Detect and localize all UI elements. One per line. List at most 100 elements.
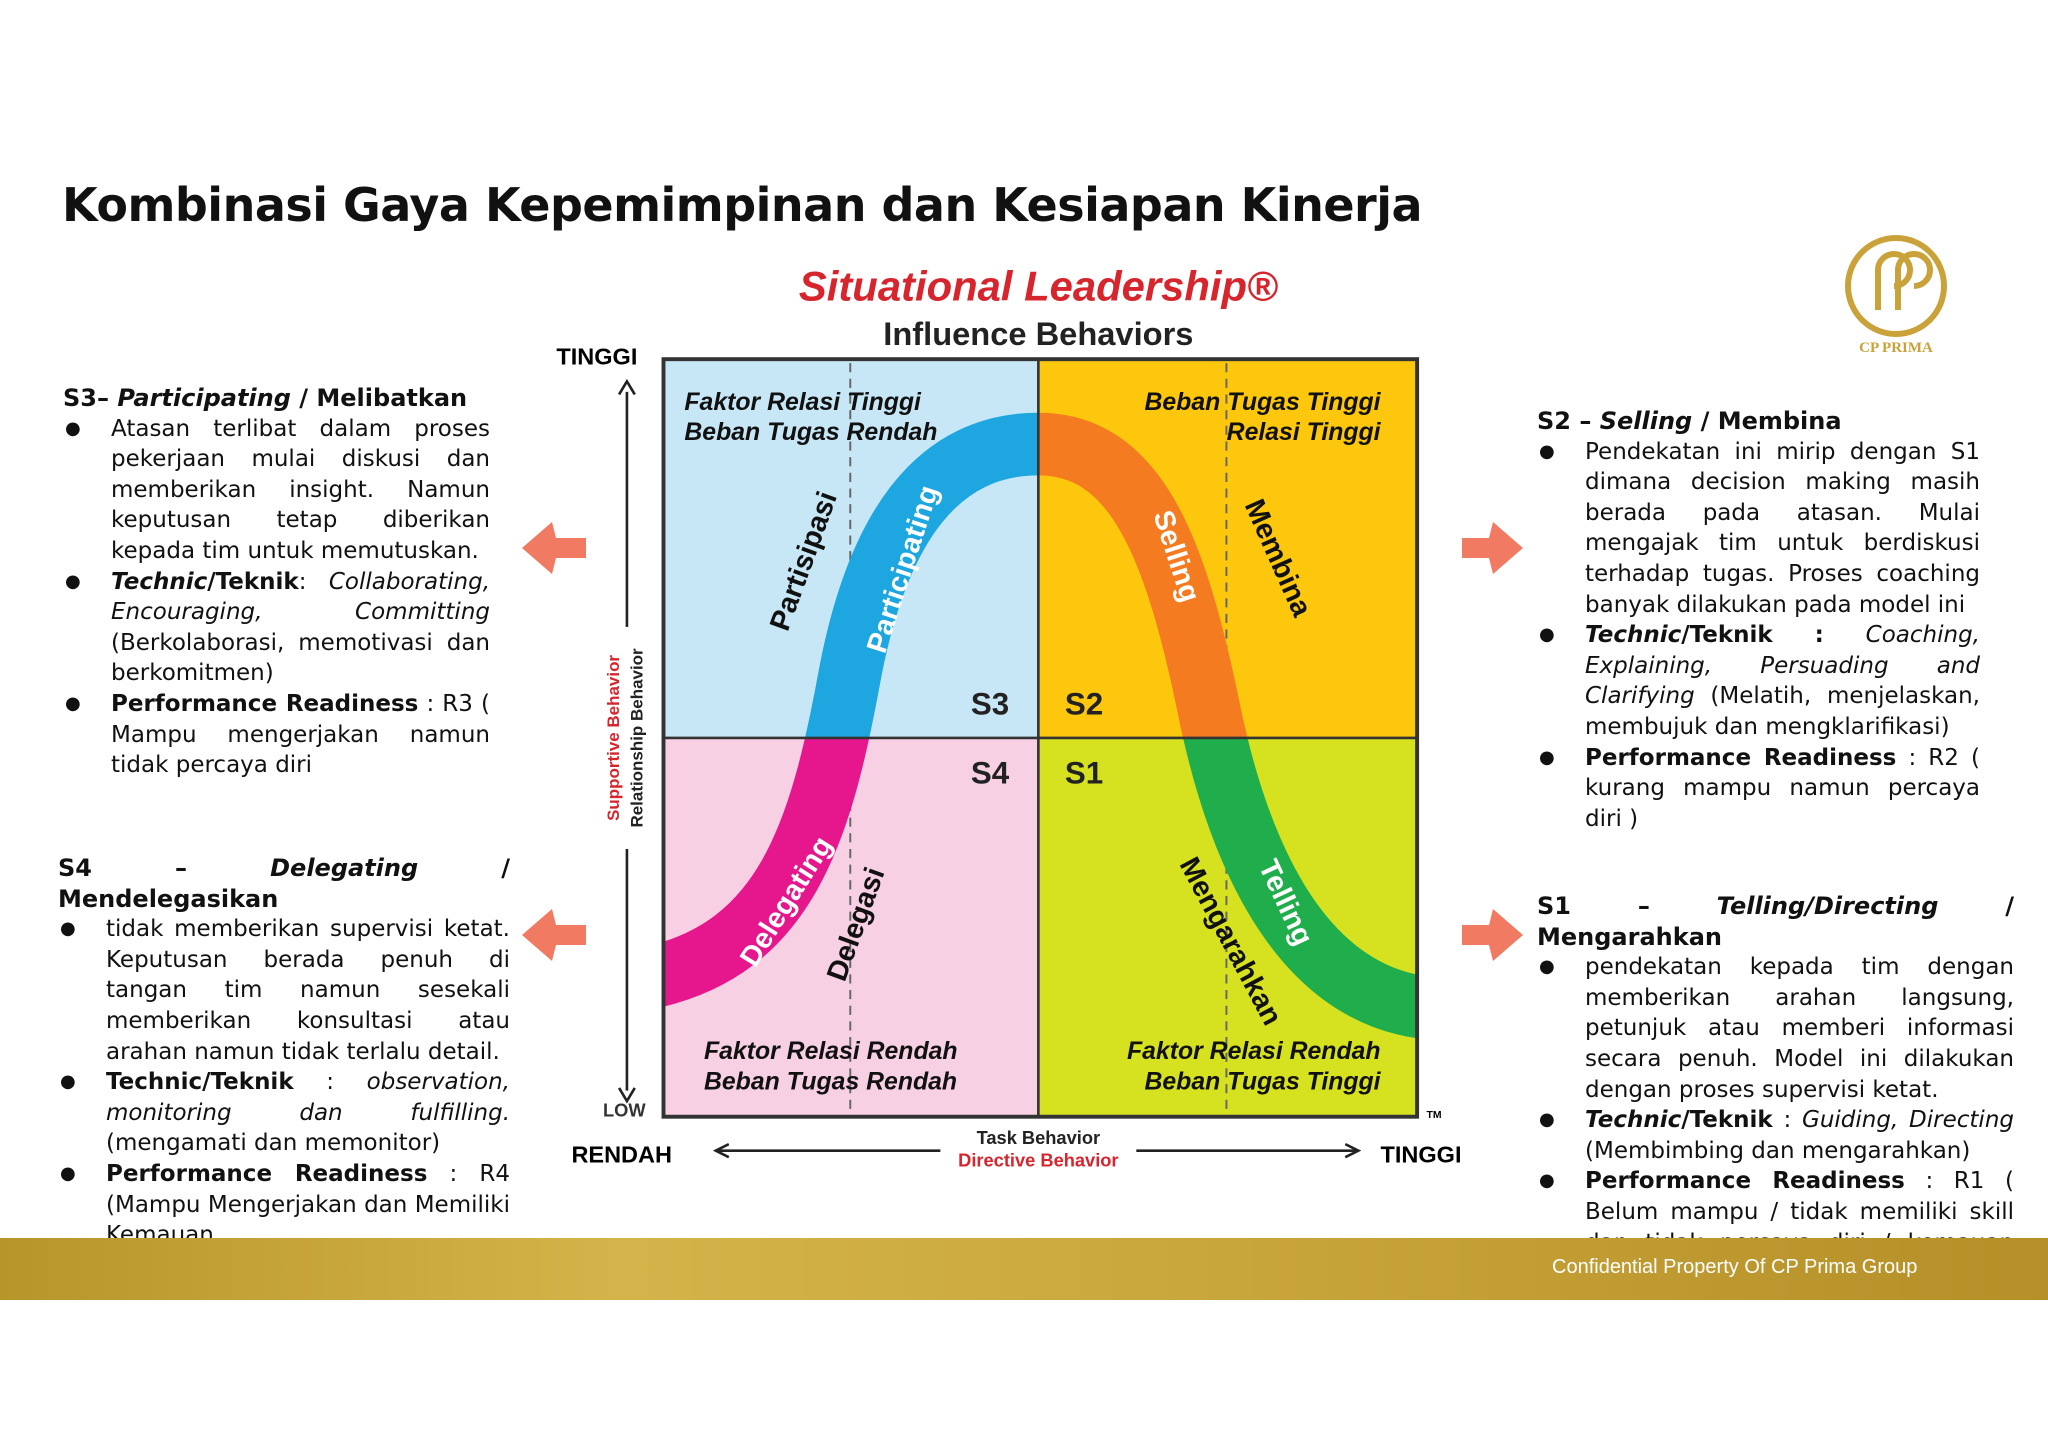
text: /Teknik: [207, 568, 299, 595]
bullet: Technic/Teknik: Collaborating, Encouragi…: [63, 567, 490, 689]
text: / Mendelegasikan: [58, 854, 511, 913]
logo: CP PRIMA: [1845, 235, 1947, 356]
x-label-bg: [940, 1125, 1137, 1173]
arrow-right: [1462, 522, 1523, 574]
text: : R3 ( Mampu mengerjakan namun tidak per…: [111, 690, 490, 779]
text: Technic/Teknik: [106, 1069, 294, 1096]
bullet: Technic/Teknik : Guiding, Directing (Mem…: [1537, 1105, 2014, 1166]
y-arrowheads: [617, 378, 636, 1104]
y-high: TINGGI: [556, 343, 637, 369]
bullet: Performance Readiness : R4 (Mampu Menger…: [58, 1159, 510, 1251]
diagram-subtitle: Influence Behaviors: [883, 315, 1193, 352]
panel-s1: S1 – Telling/Directing / Mengarahkan pen…: [1537, 891, 2014, 1289]
style-code: S2: [1065, 686, 1103, 721]
bullet: Atasan terlibat dalam proses pekerjaan m…: [63, 414, 490, 567]
text: Guiding, Directing: [1802, 1107, 2014, 1134]
y-label: Relationship Behavior: [628, 648, 647, 828]
text: S2 –: [1537, 407, 1600, 435]
text: :: [1772, 622, 1866, 649]
text: Collaborating, Encouraging, Committing: [111, 568, 490, 626]
text: / Melibatkan: [290, 384, 468, 412]
text: tidak memberikan supervisi ketat. Keputu…: [106, 916, 510, 1065]
bullet-list: Pendekatan ini mirip dengan S1 dimana de…: [1537, 437, 1980, 835]
text: Participating: [117, 384, 291, 412]
panel-heading: S3– Participating / Melibatkan: [63, 383, 490, 414]
text: (mengamati dan memonitor): [106, 1130, 441, 1157]
arrow-left: [522, 909, 586, 961]
text: pendekatan kepada tim dengan memberikan …: [1585, 954, 2014, 1103]
text: (Melatih, menjelaskan, membujuk dan meng…: [1585, 683, 1980, 740]
x-label: Task Behavior: [977, 1127, 1101, 1148]
text: Pendekatan ini mirip dengan S1 dimana de…: [1585, 438, 1980, 618]
text: Performance Readiness: [106, 1160, 428, 1187]
text: :: [298, 568, 329, 595]
quadrant-text: Beban Tugas Rendah: [704, 1068, 957, 1095]
text: observation, monitoring dan fulfilling.: [106, 1069, 510, 1126]
quadrant-text: Faktor Relasi Tinggi: [684, 389, 922, 416]
logo-ring: [1845, 235, 1947, 337]
text: S3–: [63, 384, 118, 412]
curve-s1: [1183, 737, 1418, 1039]
y-label: Supportive Behavior: [604, 655, 623, 821]
text: Coaching, Explaining, Persuading and Cla…: [1585, 622, 1980, 710]
quadrant-text: Beban Tugas Tinggi: [1144, 1068, 1381, 1095]
bullet: tidak memberikan supervisi ketat. Keputu…: [58, 914, 510, 1067]
footer-band: [0, 1238, 2048, 1300]
panel-heading: S4 – Delegating / Mendelegasikan: [58, 853, 510, 914]
panel-heading: S1 – Telling/Directing / Mengarahkan: [1537, 891, 2014, 952]
quadrant-text: Faktor Relasi Rendah: [1127, 1038, 1381, 1065]
style-code: S1: [1065, 756, 1103, 791]
text: /Teknik: [1681, 1107, 1773, 1134]
style-code: S3: [971, 686, 1009, 721]
text: Selling: [1599, 407, 1693, 435]
style-code: S4: [971, 756, 1010, 791]
text: Technic: [1585, 1107, 1682, 1134]
text: :: [293, 1069, 367, 1096]
arrow-right: [1462, 909, 1523, 961]
curve-s4: [663, 737, 870, 1007]
text: Performance Readiness: [1585, 744, 1897, 771]
text: : R4 (Mampu Mengerjakan dan Memiliki Kem…: [106, 1160, 510, 1249]
arrow-left: [522, 522, 586, 574]
quadrant-text: Relasi Tinggi: [1227, 419, 1382, 446]
diagram-title: Situational Leadership®: [799, 262, 1278, 309]
bullet: Pendekatan ini mirip dengan S1 dimana de…: [1537, 437, 1980, 621]
text: Telling/Directing: [1716, 892, 1939, 920]
text: Atasan terlibat dalam proses pekerjaan m…: [111, 415, 490, 564]
text: Performance Readiness: [111, 690, 419, 717]
text: S1 –: [1537, 892, 1717, 920]
quadrant-text: Beban Tugas Tinggi: [1144, 389, 1381, 416]
bullet: Technic/Teknik : Coaching, Explaining, P…: [1537, 620, 1980, 742]
situational-leadership: Situational Leadership® Influence Behavi…: [556, 262, 1462, 1173]
text: / Mengarahkan: [1537, 892, 2014, 951]
slide-title: Kombinasi Gaya Kepemimpinan dan Kesiapan…: [62, 178, 1423, 232]
text: : R2 ( kurang mampu namun percaya diri ): [1585, 744, 1980, 832]
text: (Berkolaborasi, memotivasi dan berkomitm…: [111, 629, 490, 687]
quadrant-text: Faktor Relasi Rendah: [704, 1038, 958, 1065]
logo-text: CP PRIMA: [1859, 340, 1933, 356]
text: :: [1772, 1107, 1803, 1134]
panel-s4: S4 – Delegating / Mendelegasikan tidak m…: [58, 853, 510, 1251]
text: Technic: [1585, 622, 1682, 649]
bullet-list: tidak memberikan supervisi ketat. Keputu…: [58, 914, 510, 1251]
x-low: RENDAH: [571, 1141, 672, 1167]
x-arrowheads: [712, 1142, 1362, 1159]
text: Performance Readiness: [1585, 1168, 1905, 1195]
y-low: LOW: [603, 1100, 646, 1121]
footer-text: Confidential Property Of CP Prima Group: [1552, 1256, 1918, 1278]
text: S4 –: [58, 854, 271, 882]
x-high: TINGGI: [1381, 1141, 1462, 1167]
x-label: Directive Behavior: [958, 1149, 1118, 1170]
text: (Membimbing dan mengarahkan): [1585, 1137, 1971, 1164]
text: /Teknik: [1681, 622, 1773, 649]
bullet-list: Atasan terlibat dalam proses pekerjaan m…: [63, 414, 490, 781]
bullet: Performance Readiness : R2 ( kurang mamp…: [1537, 743, 1980, 835]
bullet: Technic/Teknik : observation, monitoring…: [58, 1067, 510, 1159]
quadrant-text: Beban Tugas Rendah: [684, 419, 937, 446]
text: Technic: [111, 568, 208, 595]
trademark: TM: [1427, 1110, 1442, 1121]
text: Delegating: [270, 854, 419, 882]
bullet: pendekatan kepada tim dengan memberikan …: [1537, 952, 2014, 1105]
